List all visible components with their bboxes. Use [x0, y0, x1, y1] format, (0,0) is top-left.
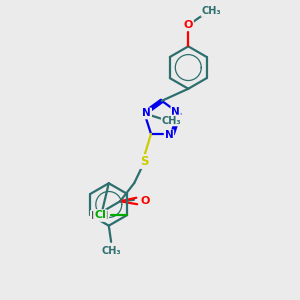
Text: N: N: [142, 108, 151, 118]
Text: S: S: [140, 155, 149, 168]
Text: N: N: [165, 130, 173, 140]
Text: N: N: [171, 107, 180, 117]
Text: CH₃: CH₃: [162, 116, 181, 125]
Text: CH₃: CH₃: [101, 246, 121, 256]
Text: O: O: [140, 196, 150, 206]
Text: HN: HN: [91, 211, 108, 221]
Text: O: O: [184, 20, 193, 30]
Text: Cl: Cl: [94, 210, 106, 220]
Text: CH₃: CH₃: [201, 6, 221, 16]
